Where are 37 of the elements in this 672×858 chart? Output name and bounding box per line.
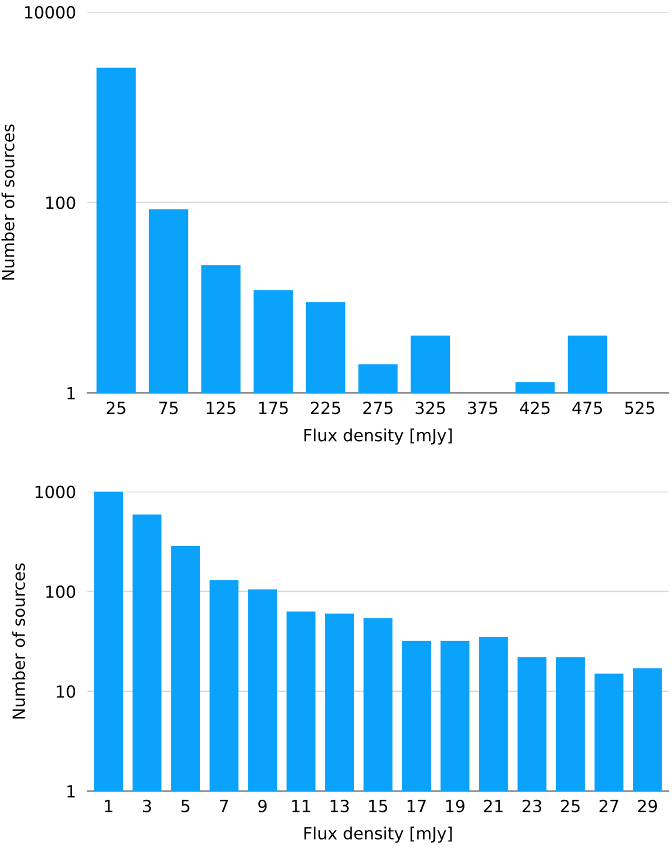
y-tick-label: 10	[56, 685, 76, 698]
x-tick-label: 475	[572, 402, 602, 414]
x-tick-label: 11	[292, 800, 310, 812]
x-tick-label: 75	[159, 402, 178, 414]
x-axis-title: Flux density [mJy]	[304, 826, 452, 843]
x-tick-label: 125	[206, 402, 236, 414]
x-tick-label: 9	[258, 800, 267, 812]
x-tick-label: 25	[561, 800, 580, 812]
x-tick-label: 525	[625, 402, 654, 414]
x-tick-label: 29	[638, 800, 657, 812]
x-tick-label: 3	[142, 800, 151, 812]
y-tick-label: 1000	[36, 486, 76, 498]
x-tick-label: 7	[220, 800, 228, 812]
x-tick-label: 19	[446, 800, 464, 812]
x-tick-label: 1	[105, 800, 112, 812]
x-tick-label: 175	[259, 402, 288, 414]
x-tick-label: 23	[522, 800, 542, 812]
x-tick-label: 425	[520, 402, 550, 414]
x-tick-label: 21	[484, 800, 503, 812]
y-tick-label: 100	[46, 196, 76, 210]
x-tick-label: 225	[310, 402, 340, 414]
x-tick-label: 375	[468, 402, 498, 414]
y-tick-label: 1	[67, 387, 75, 400]
x-tick-label: 15	[369, 800, 388, 812]
y-tick-label: 100	[46, 585, 76, 598]
x-tick-label: 275	[363, 402, 392, 414]
x-tick-label: 17	[408, 800, 426, 812]
x-tick-label: 5	[182, 800, 190, 812]
y-tick-label: 1	[67, 785, 75, 798]
x-tick-label: 27	[600, 800, 618, 812]
x-tick-label: 25	[106, 402, 126, 414]
x-tick-label: 325	[416, 402, 445, 414]
y-tick-label: 10000	[25, 6, 76, 19]
x-tick-label: 13	[330, 800, 349, 812]
x-axis-title: Flux density [mJy]	[304, 428, 452, 445]
y-axis-title: Number of sources	[2, 124, 14, 280]
y-axis-title: Number of sources	[12, 563, 26, 719]
